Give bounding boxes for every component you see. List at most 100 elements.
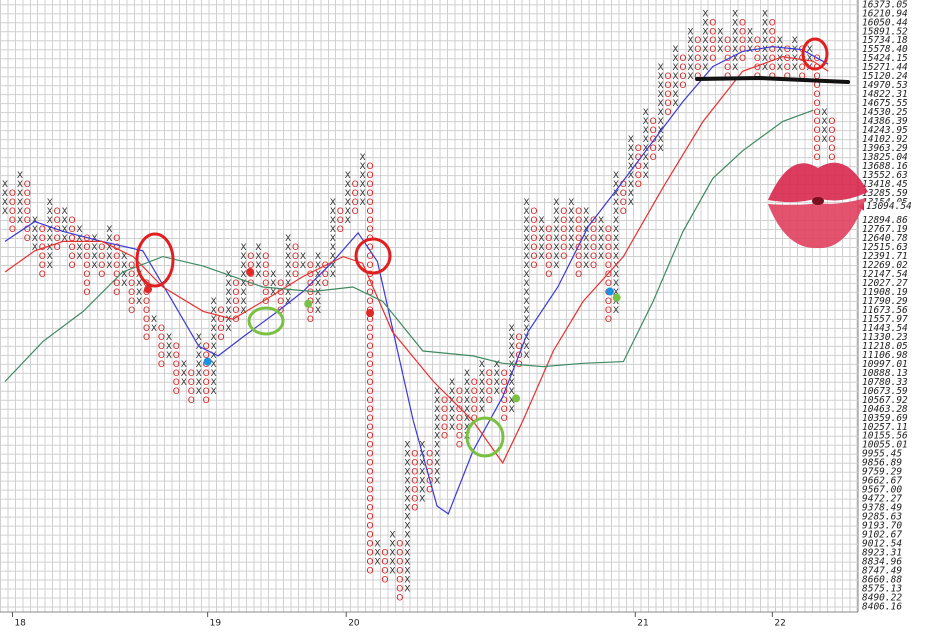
- pf-symbol: X: [181, 378, 187, 388]
- pf-symbol: O: [113, 252, 120, 262]
- pf-symbol: X: [17, 207, 23, 217]
- pf-symbol: O: [605, 279, 612, 289]
- y-tick-label: 11673.56: [862, 305, 908, 316]
- pf-symbol: X: [702, 36, 708, 46]
- pf-symbol: X: [211, 360, 217, 370]
- pf-symbol: X: [404, 549, 410, 559]
- pf-symbol: O: [9, 198, 16, 208]
- pf-symbol: X: [762, 36, 768, 46]
- y-tick-label: 12515.63: [862, 242, 908, 253]
- pf-symbol: O: [322, 279, 329, 289]
- pf-symbol: O: [39, 261, 46, 271]
- pf-symbol: O: [754, 63, 761, 73]
- pf-symbol: O: [620, 180, 627, 190]
- pf-symbol: O: [367, 315, 374, 325]
- pf-symbol: O: [486, 396, 493, 406]
- pf-symbol: X: [523, 198, 529, 208]
- pf-symbol: O: [694, 36, 701, 46]
- pf-symbol: X: [509, 360, 515, 370]
- pf-symbol: X: [404, 495, 410, 505]
- pf-symbol: O: [396, 540, 403, 550]
- pf-symbol: O: [411, 504, 418, 514]
- y-tick-label: 13963.29: [862, 143, 908, 154]
- pf-symbol: X: [717, 27, 723, 37]
- pf-symbol: O: [441, 423, 448, 433]
- signal-dot: [512, 394, 521, 403]
- pf-symbol: X: [389, 531, 395, 541]
- signal-dot: [246, 268, 255, 277]
- pf-symbol: O: [426, 450, 433, 460]
- pf-symbol: O: [188, 387, 195, 397]
- pf-symbol: O: [24, 207, 31, 217]
- pf-symbol: X: [792, 54, 798, 64]
- pf-symbol: O: [635, 162, 642, 172]
- pf-symbol: O: [83, 234, 90, 244]
- pf-symbol: X: [598, 243, 604, 253]
- pf-symbol: X: [32, 225, 38, 235]
- pf-symbol: X: [762, 45, 768, 55]
- pf-symbol: O: [173, 342, 180, 352]
- pf-symbol: X: [523, 315, 529, 325]
- pf-symbol: O: [39, 270, 46, 280]
- pf-symbol: X: [91, 261, 97, 271]
- pf-symbol: O: [545, 225, 552, 235]
- pf-symbol: X: [613, 279, 619, 289]
- pf-symbol: O: [545, 270, 552, 280]
- pf-symbol: O: [367, 531, 374, 541]
- pf-symbol: O: [98, 261, 105, 271]
- pf-symbol: O: [232, 297, 239, 307]
- pf-symbol: X: [121, 252, 127, 262]
- pf-symbol: X: [345, 171, 351, 181]
- pf-symbol: X: [225, 279, 231, 289]
- pf-symbol: X: [658, 81, 664, 91]
- pf-symbol: X: [360, 180, 366, 190]
- pf-symbol: X: [32, 234, 38, 244]
- pf-symbol: O: [828, 135, 835, 145]
- pf-symbol: O: [367, 189, 374, 199]
- pf-symbol: O: [605, 270, 612, 280]
- pf-symbol: O: [367, 261, 374, 271]
- pf-symbol: X: [419, 495, 425, 505]
- pf-symbol: X: [240, 297, 246, 307]
- y-tick-label: 14530.25: [862, 107, 908, 118]
- pf-symbol: X: [732, 18, 738, 28]
- pf-symbol: O: [814, 117, 821, 127]
- pf-symbol: X: [613, 288, 619, 298]
- pf-symbol: X: [434, 387, 440, 397]
- pf-symbol: X: [240, 288, 246, 298]
- y-tick-label: 11218.05: [862, 341, 908, 352]
- pf-symbol: O: [814, 108, 821, 118]
- pf-symbol: O: [769, 63, 776, 73]
- pf-symbol: X: [330, 252, 336, 262]
- pf-symbol: X: [136, 279, 142, 289]
- pf-symbol: X: [672, 90, 678, 100]
- pf-symbol: X: [613, 297, 619, 307]
- pf-column: OOOOOOOOOOOOOOOOOOOOOOOOOOOOOOOOOOOOOOOO…: [367, 162, 374, 576]
- y-tick-label: 14102.92: [862, 134, 908, 145]
- pf-symbol: O: [411, 468, 418, 478]
- pf-symbol: O: [679, 63, 686, 73]
- pf-symbol: X: [32, 243, 38, 253]
- pf-symbol: X: [360, 189, 366, 199]
- pf-symbol: O: [486, 369, 493, 379]
- pf-symbol: O: [113, 261, 120, 271]
- pf-symbol: O: [590, 234, 597, 244]
- pf-symbol: O: [650, 117, 657, 127]
- pf-symbol: O: [426, 477, 433, 487]
- pf-symbol: O: [426, 459, 433, 469]
